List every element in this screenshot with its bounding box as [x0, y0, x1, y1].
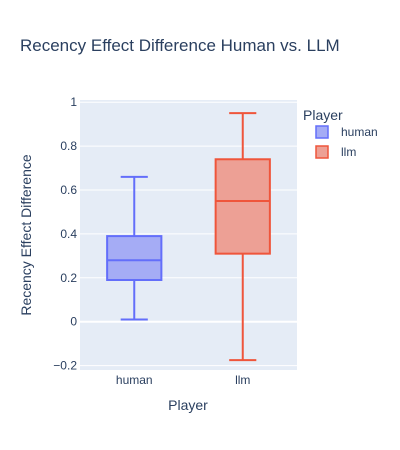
x-axis-title: Player	[168, 397, 208, 413]
legend-swatch	[315, 145, 329, 159]
y-tick-label: 0.2	[60, 271, 77, 285]
box-human	[106, 175, 163, 321]
legend-item-llm[interactable]: llm	[315, 145, 356, 159]
y-tick-label: 0.4	[60, 227, 77, 241]
y-axis-title: Recency Effect Difference	[18, 154, 34, 316]
iqr-box	[214, 158, 271, 255]
box-series	[106, 112, 271, 362]
y-tick-label: 0.6	[60, 183, 77, 197]
legend-item-human[interactable]: human	[315, 125, 378, 139]
y-tick-label: 1	[70, 95, 77, 109]
legend-title: Player	[303, 107, 343, 123]
y-tick-label: −0.2	[53, 359, 77, 373]
iqr-box	[106, 235, 163, 282]
box-llm	[214, 112, 271, 362]
chart-title: Recency Effect Difference Human vs. LLM	[20, 36, 340, 55]
y-tick-labels: −0.2 0 0.2 0.4 0.6 0.8 1	[53, 95, 77, 372]
x-tick-label: human	[116, 373, 153, 387]
legend-label: human	[341, 125, 378, 139]
x-tick-labels: human llm	[116, 373, 251, 387]
legend[interactable]: Player human llm	[303, 107, 378, 159]
y-tick-label: 0	[70, 315, 77, 329]
y-tick-label: 0.8	[60, 139, 77, 153]
legend-label: llm	[341, 145, 356, 159]
x-tick-label: llm	[235, 373, 250, 387]
legend-swatch	[315, 125, 329, 139]
